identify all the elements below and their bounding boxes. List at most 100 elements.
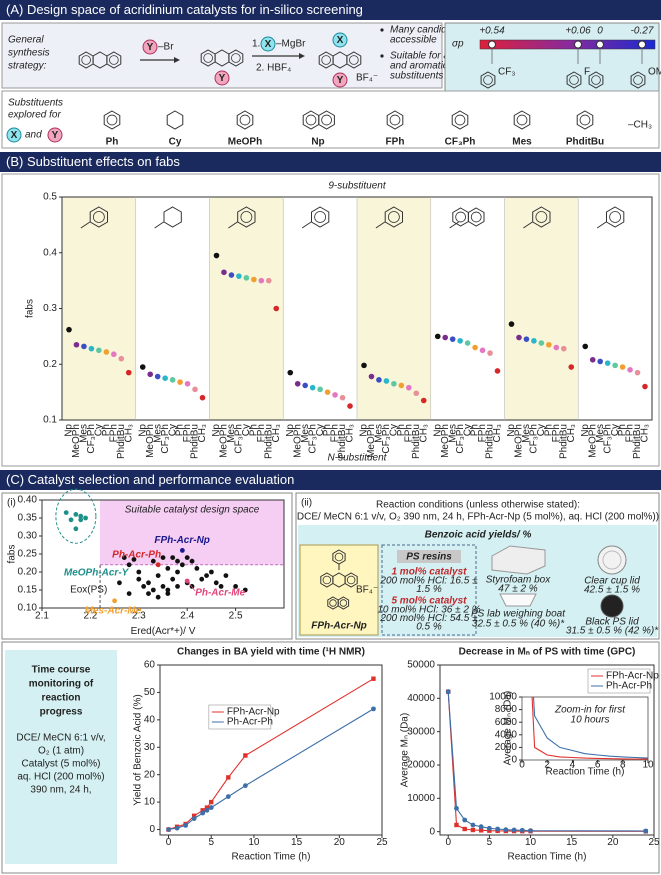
label: OMe xyxy=(648,67,661,78)
ring-bond xyxy=(569,75,579,85)
point-label: Ph-Acr-Ph xyxy=(112,549,161,560)
series-line xyxy=(532,697,648,759)
point xyxy=(546,341,552,348)
x-tick-label: PhditBu xyxy=(337,424,348,459)
ring-bond xyxy=(109,55,119,65)
point xyxy=(634,369,641,376)
catalyst-box xyxy=(299,544,379,636)
y-tick-label: 4000 xyxy=(495,729,518,740)
ring xyxy=(480,71,496,89)
ring-bond xyxy=(329,599,337,607)
point xyxy=(112,598,117,604)
x-tick-label: Ph xyxy=(101,424,112,436)
label: PS resins xyxy=(406,552,452,563)
x-tick-label: PhditBu xyxy=(190,424,201,459)
label: -0.27 xyxy=(631,26,654,37)
label: FPh-Acr-Np xyxy=(311,621,367,632)
ring-bond xyxy=(579,114,591,126)
x-tick-label: 8 xyxy=(620,760,626,771)
group-band xyxy=(62,197,136,420)
x-tick-label: CH₃ xyxy=(123,424,134,443)
legend-box xyxy=(587,668,651,694)
label: 1 mol% catalyst xyxy=(391,567,467,578)
x-tick-label: Np xyxy=(285,424,296,437)
y-tick-label: 0.1 xyxy=(43,415,57,426)
x-tick-label: CF₃Ph xyxy=(234,424,245,454)
x-tick-label: CH₃ xyxy=(492,424,503,443)
point xyxy=(494,368,501,374)
ring-bond xyxy=(239,114,251,126)
point xyxy=(179,562,185,568)
marker xyxy=(225,794,231,800)
marker xyxy=(478,824,484,830)
point xyxy=(192,386,198,393)
y-tick-label: 0.25 xyxy=(18,549,38,560)
ring xyxy=(384,206,403,228)
point xyxy=(81,343,87,350)
point xyxy=(83,515,88,521)
y-tick-label: 8000 xyxy=(495,704,518,715)
marker xyxy=(454,805,459,811)
x-tick-label: PhditBu xyxy=(263,424,274,459)
marker xyxy=(371,676,376,681)
point xyxy=(347,403,353,409)
point xyxy=(160,555,166,560)
styrofoam-icon xyxy=(491,545,546,575)
ring xyxy=(106,51,122,69)
y-tick-label: 10000 xyxy=(407,793,435,804)
x-tick-label: 10 xyxy=(248,837,260,848)
y-tick-label: 0.15 xyxy=(18,585,38,596)
bond xyxy=(154,221,164,229)
point xyxy=(223,573,229,578)
ring-bond xyxy=(339,599,348,607)
marker xyxy=(174,825,180,831)
label: reaction xyxy=(42,693,81,704)
marker xyxy=(226,775,231,780)
sigma-bar xyxy=(479,39,656,50)
marker xyxy=(470,827,476,833)
x-tick-label: FPh xyxy=(182,424,193,442)
x-tick-label: CF₃Ph xyxy=(307,424,318,454)
y-tick-label: 6000 xyxy=(495,717,518,728)
point xyxy=(189,558,195,564)
label: Time course xyxy=(32,665,91,676)
point xyxy=(103,349,110,355)
label: General xyxy=(8,35,44,46)
y-tick-label: 0.40 xyxy=(18,495,38,506)
point xyxy=(413,390,420,397)
inset-label: Zoom-in for first xyxy=(554,705,626,716)
point xyxy=(88,345,95,352)
ring-bond xyxy=(516,114,528,126)
x-tick-label: 2 xyxy=(544,760,550,771)
point xyxy=(209,569,214,575)
x-tick-label: Mes xyxy=(226,424,237,443)
ring xyxy=(576,110,594,130)
point xyxy=(243,275,250,281)
point xyxy=(376,377,382,383)
x-tick-label: 20 xyxy=(334,837,346,848)
marker xyxy=(519,827,525,833)
x-tick-label: Ph xyxy=(543,424,554,436)
marker xyxy=(462,826,467,832)
point xyxy=(368,373,375,380)
label: and xyxy=(25,130,42,141)
label: (ii) xyxy=(301,498,312,509)
point xyxy=(68,517,74,523)
label: CF₃Ph xyxy=(445,137,476,148)
x-tick-label: Cy xyxy=(610,424,621,436)
point xyxy=(560,345,567,352)
label: Black PS lid xyxy=(585,617,639,628)
sigma-point xyxy=(488,40,496,49)
x-tick-label: Cy xyxy=(94,424,105,436)
cup-lid-rim xyxy=(602,550,622,570)
ring-bond xyxy=(609,211,622,223)
x-tick-label: PhditBu xyxy=(558,424,569,459)
point xyxy=(73,526,79,532)
chart-title: Changes in BA yield with time (¹H NMR) xyxy=(177,647,365,658)
point xyxy=(287,369,294,376)
marker xyxy=(200,808,205,813)
point xyxy=(162,375,168,381)
point xyxy=(184,380,191,387)
label: FPh xyxy=(386,137,405,148)
point xyxy=(155,594,161,600)
